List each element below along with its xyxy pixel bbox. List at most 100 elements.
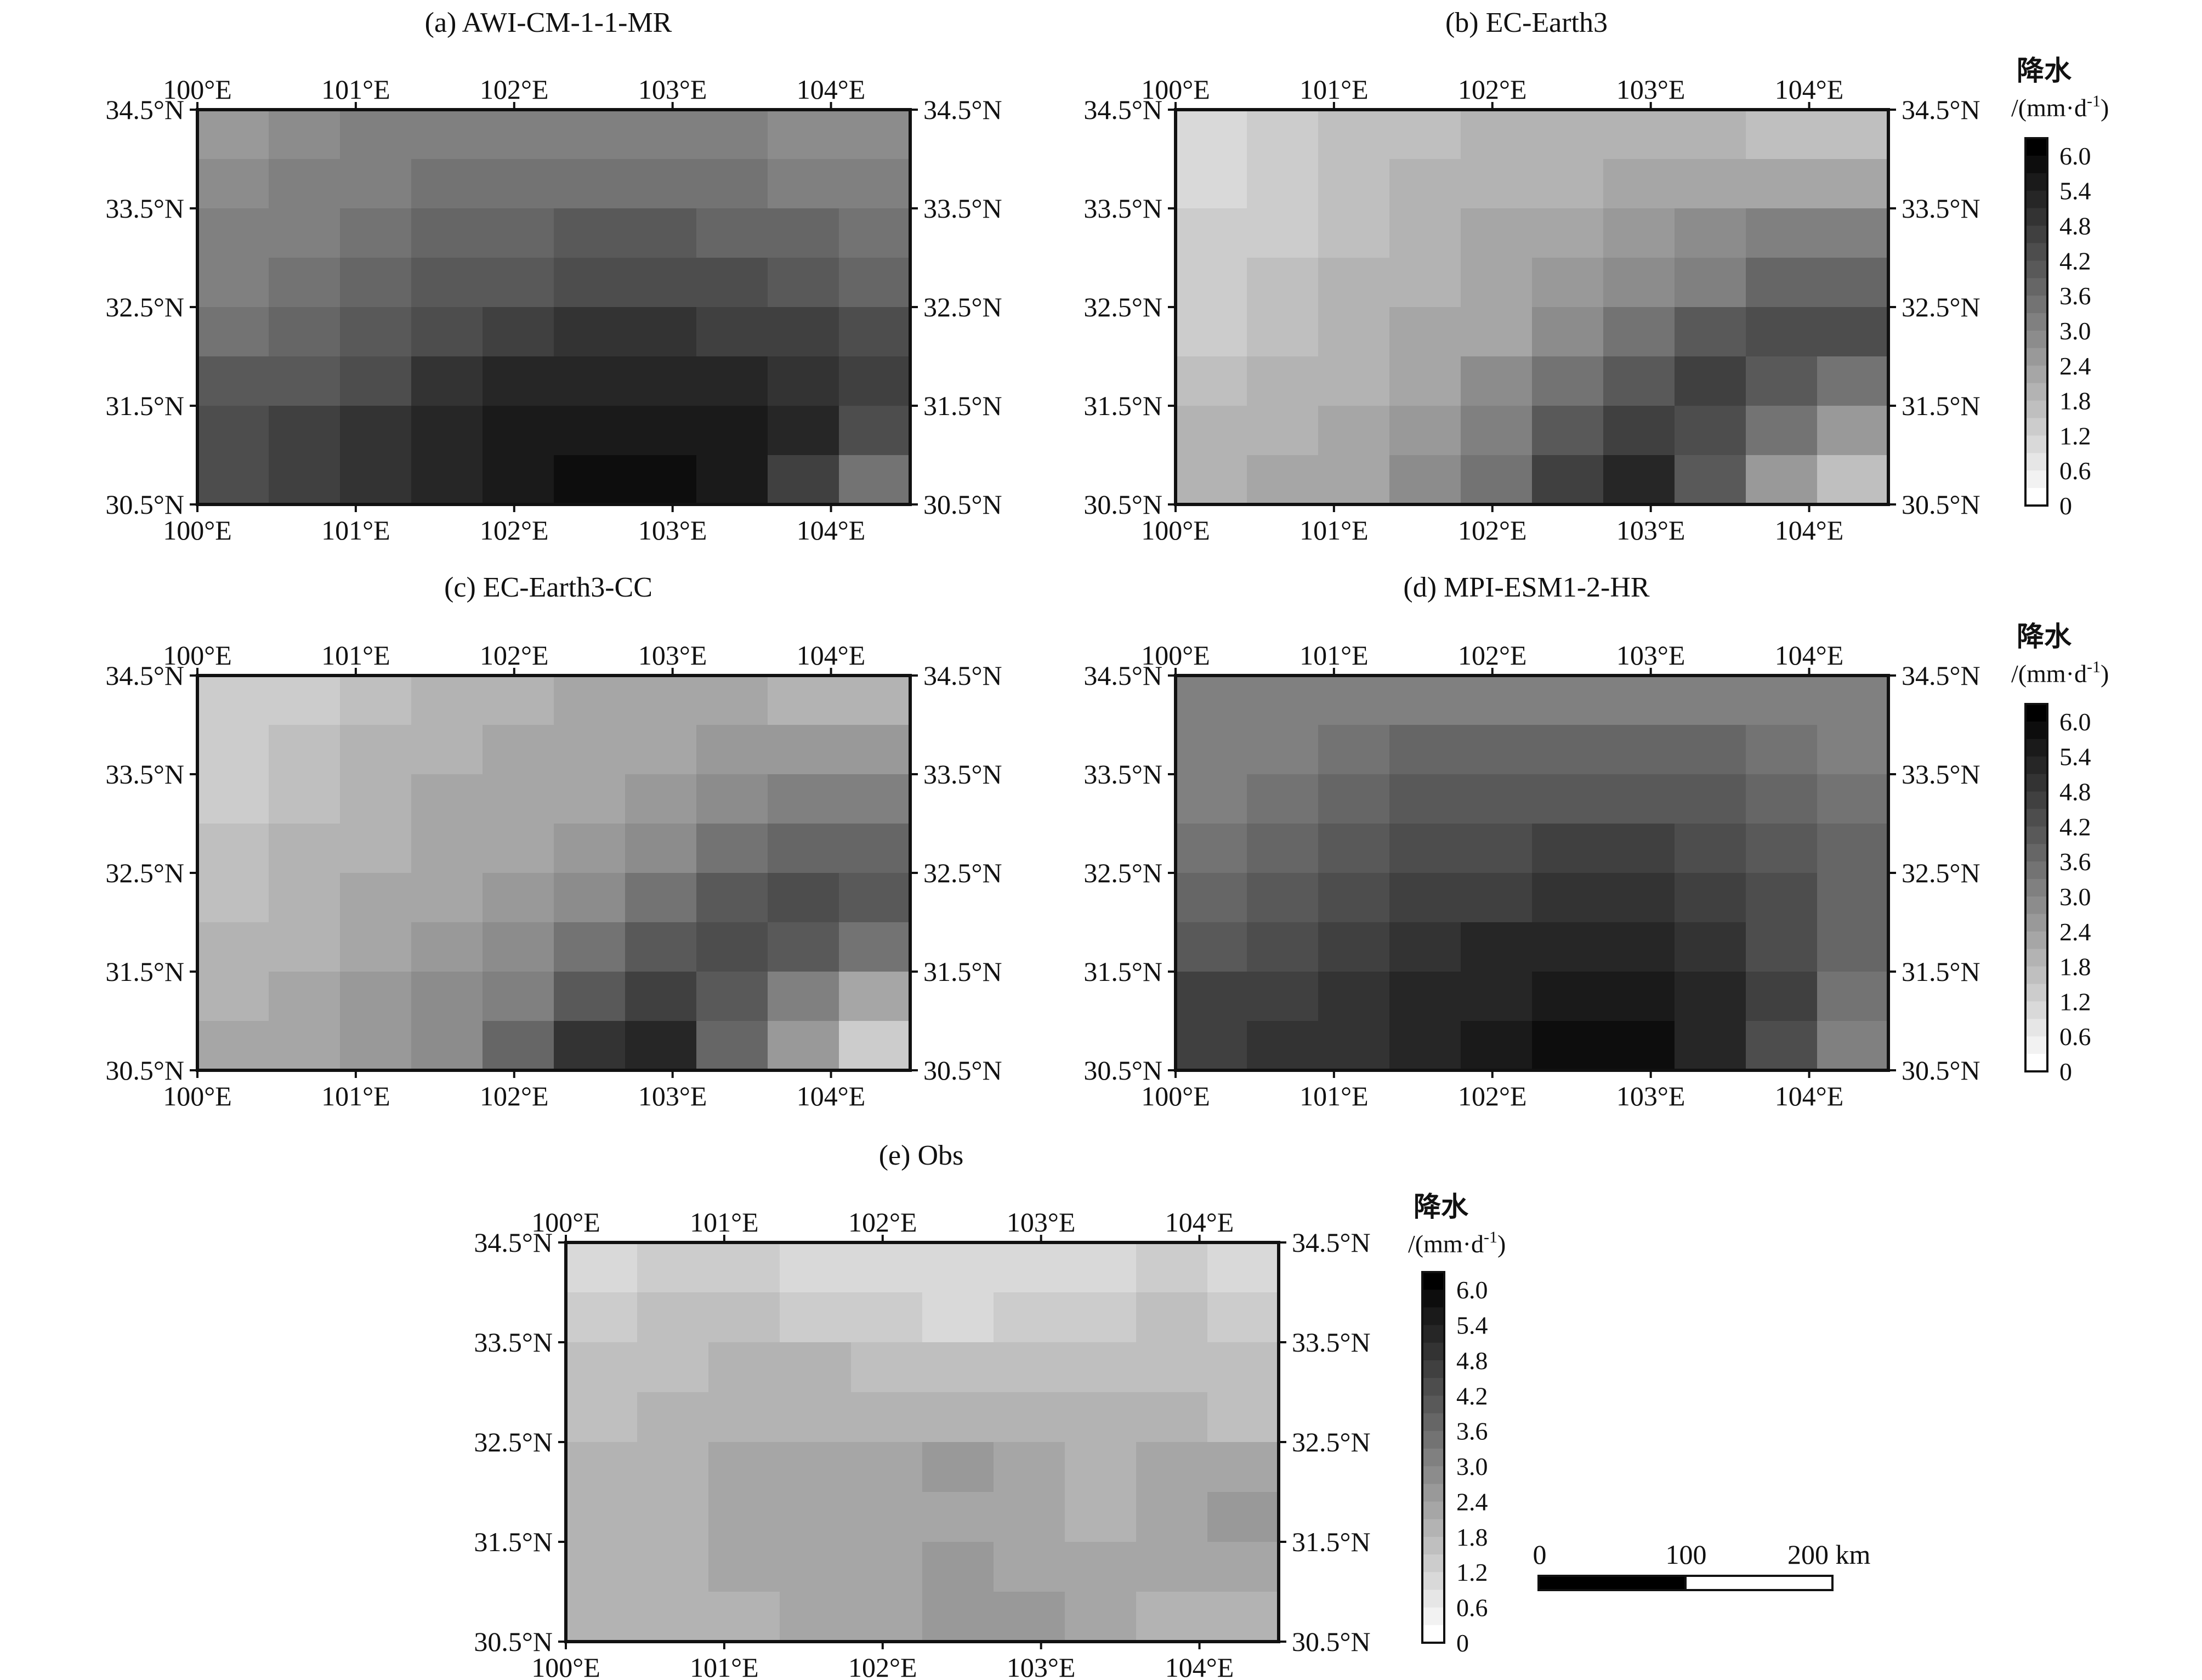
precip-cell — [1817, 873, 1889, 923]
precip-cell — [197, 258, 269, 308]
precip-cell — [696, 159, 768, 209]
colorbar-tick-label: 3.6 — [2059, 282, 2091, 310]
precip-cell — [483, 208, 554, 258]
precip-cell — [768, 922, 839, 972]
precip-cell — [483, 1021, 554, 1071]
precip-cell — [269, 873, 340, 923]
lon-tick-label: 102°E — [1458, 515, 1527, 546]
lon-tick-label: 100°E — [531, 1207, 600, 1238]
colorbar-step — [2025, 931, 2047, 950]
colorbar-frame — [1421, 1271, 1445, 1644]
precip-cell — [839, 208, 911, 258]
lon-tick-label: 102°E — [480, 640, 549, 671]
colorbar-step — [2025, 966, 2047, 985]
precip-cell — [340, 873, 412, 923]
precip-cell — [197, 110, 269, 160]
colorbar-tick-label: 4.2 — [2059, 247, 2091, 275]
precip-cell — [483, 725, 554, 775]
precip-cell — [696, 258, 768, 308]
precip-cell — [1746, 774, 1818, 824]
precip-cell — [1817, 676, 1889, 725]
colorbar-step — [1422, 1272, 1444, 1290]
lat-tick-label: 31.5°N — [1083, 956, 1162, 987]
precip-cell — [839, 1021, 911, 1071]
precip-cell — [1603, 455, 1675, 505]
precip-cell — [1389, 356, 1461, 406]
precip-cells — [197, 676, 911, 1071]
precip-cell — [483, 258, 554, 308]
precip-cell — [1389, 676, 1461, 725]
lat-tick-label: 33.5°N — [1292, 1327, 1371, 1358]
precip-cell — [780, 1242, 852, 1293]
precip-cell — [839, 258, 911, 308]
precip-cell — [566, 1242, 638, 1293]
lat-tick-label: 30.5°N — [923, 1055, 1002, 1086]
precip-cell — [554, 824, 626, 873]
precip-cell — [483, 972, 554, 1021]
precip-cell — [625, 208, 697, 258]
precip-cell — [625, 110, 697, 160]
colorbar-step — [2025, 278, 2047, 296]
precip-cell — [1318, 725, 1390, 775]
precip-cell — [1176, 824, 1247, 873]
colorbar-step — [2025, 774, 2047, 792]
colorbar-tick-label: 5.4 — [2059, 743, 2091, 771]
precip-cell — [554, 676, 626, 725]
lon-tick-label: 101°E — [1299, 74, 1369, 105]
precip-cell — [768, 873, 839, 923]
precip-cell — [1207, 1592, 1279, 1642]
precip-cell — [554, 406, 626, 456]
precip-cell — [768, 159, 839, 209]
precip-cell — [1532, 455, 1604, 505]
lat-tick-label: 30.5°N — [923, 489, 1002, 520]
colorbar-step — [2025, 913, 2047, 932]
lon-tick-label: 100°E — [1141, 640, 1210, 671]
precip-cell — [411, 1021, 483, 1071]
precip-cell — [1318, 873, 1390, 923]
precip-cell — [1318, 676, 1390, 725]
lon-tick-label: 102°E — [1458, 74, 1527, 105]
colorbar-step — [2025, 470, 2047, 489]
precip-cell — [1817, 824, 1889, 873]
colorbar-tick-label: 0.6 — [1456, 1594, 1488, 1622]
precip-cell — [1746, 307, 1818, 357]
precip-cell — [708, 1592, 780, 1642]
precip-cell — [1318, 258, 1390, 308]
colorbar: 降水 /(mm·d-1) 6.0 5.4 4.8 4.2 3.6 3.0 2.4 1.8 1.2… — [1408, 1191, 1506, 1657]
precip-cell — [340, 1021, 412, 1071]
precip-cell — [1136, 1542, 1208, 1592]
colorbar-step — [2025, 418, 2047, 436]
precip-cell — [1176, 873, 1247, 923]
colorbar-step — [2025, 155, 2047, 174]
precip-cell — [1389, 110, 1461, 160]
precip-cell — [1389, 824, 1461, 873]
precip-cell — [768, 1021, 839, 1071]
axis-ticks: 100°E 100°E 101°E 101°E 102°E 102°E 103°E 103°E… — [1083, 74, 1980, 546]
precip-cell — [1532, 208, 1604, 258]
colorbar: 降水 /(mm·d-1) 6.0 5.4 4.8 4.2 3.6 3.0 2.4 1.8 1.2… — [2011, 621, 2109, 1086]
precip-cell — [768, 774, 839, 824]
precip-cell — [1176, 110, 1247, 160]
lat-tick-label: 30.5°N — [474, 1626, 553, 1657]
precip-cell — [340, 725, 412, 775]
lon-tick-label: 100°E — [163, 74, 232, 105]
precip-cell — [1675, 1021, 1746, 1071]
precip-cell — [1461, 774, 1533, 824]
precip-cell — [1817, 159, 1889, 209]
precip-cell — [340, 406, 412, 456]
precip-cell — [1247, 455, 1319, 505]
precip-cell — [839, 307, 911, 357]
precip-cell — [1461, 208, 1533, 258]
precip-cell — [1247, 676, 1319, 725]
precip-cell — [696, 774, 768, 824]
precip-cell — [411, 455, 483, 505]
colorbar-tick-label: 2.4 — [1456, 1488, 1488, 1516]
colorbar-step — [2025, 704, 2047, 722]
colorbar-step — [2025, 949, 2047, 967]
precip-cell — [994, 1442, 1065, 1492]
lat-tick-label: 30.5°N — [1083, 489, 1162, 520]
precip-cell — [922, 1492, 994, 1542]
precip-cell — [1675, 873, 1746, 923]
colorbar-step — [1422, 1484, 1444, 1502]
precip-cell — [197, 922, 269, 972]
